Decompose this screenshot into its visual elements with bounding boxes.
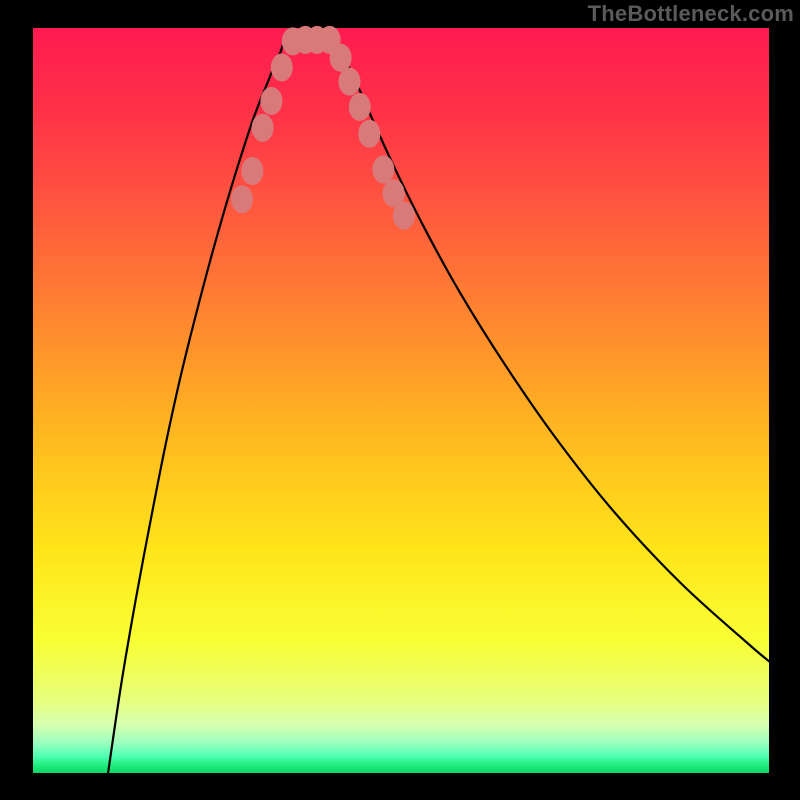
watermark-text: TheBottleneck.com bbox=[588, 1, 794, 27]
canvas-root: TheBottleneck.com bbox=[0, 0, 800, 800]
plot-area bbox=[33, 28, 769, 773]
